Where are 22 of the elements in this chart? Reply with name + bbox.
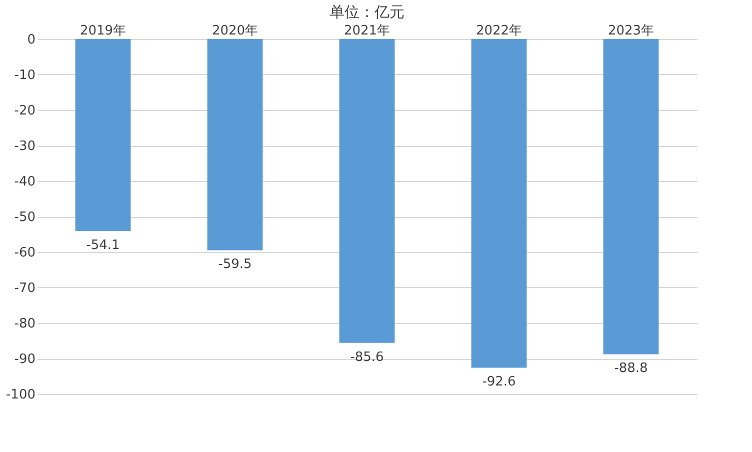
x-tick-label: 2023年 bbox=[608, 24, 654, 38]
y-tick-label: 0 bbox=[27, 32, 36, 48]
data-label: -85.6 bbox=[350, 350, 384, 365]
y-tick-label: -40 bbox=[14, 174, 36, 190]
data-label: -59.5 bbox=[218, 257, 252, 272]
y-tick-label: -90 bbox=[14, 352, 36, 367]
x-tick-label: 2019年 bbox=[80, 24, 126, 38]
data-label: -92.6 bbox=[482, 374, 516, 390]
chart-title: 单位：亿元 bbox=[330, 3, 404, 21]
y-tick-label: -20 bbox=[14, 104, 36, 118]
y-tick-label: -80 bbox=[14, 316, 36, 332]
data-label: -88.8 bbox=[614, 361, 648, 376]
y-tick-label: -50 bbox=[14, 210, 36, 225]
y-tick-label: -10 bbox=[14, 68, 36, 83]
x-tick-label: 2021年 bbox=[344, 24, 390, 38]
x-tick-label: 2022年 bbox=[476, 24, 522, 38]
y-tick-label: -100 bbox=[6, 388, 36, 402]
y-tick-label: -60 bbox=[14, 246, 36, 260]
data-label: -54.1 bbox=[86, 238, 120, 254]
y-tick-label: -30 bbox=[14, 139, 36, 154]
x-tick-label: 2020年 bbox=[212, 24, 258, 38]
y-tick-label: -70 bbox=[14, 281, 36, 296]
